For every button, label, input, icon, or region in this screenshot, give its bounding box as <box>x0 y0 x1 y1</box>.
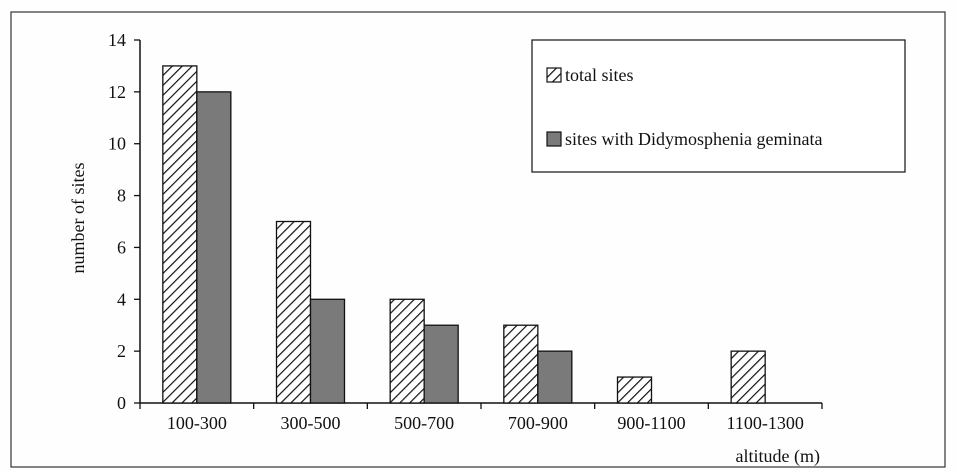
legend-swatch-didymosphenia <box>546 131 562 147</box>
y-tick-label: 4 <box>117 289 126 309</box>
y-tick-label: 0 <box>117 393 126 413</box>
legend-label-didymosphenia: sites with Didymosphenia geminata <box>565 129 822 149</box>
y-tick-label: 6 <box>117 237 126 257</box>
x-tick-label: 700-900 <box>508 413 568 433</box>
legend-label-total-sites: total sites <box>565 65 634 85</box>
figure-border <box>10 11 946 468</box>
x-tick-label: 500-700 <box>394 413 454 433</box>
legend-box <box>531 39 906 173</box>
bar-total-sites-100-300 <box>162 65 198 404</box>
bar-didymosphenia-500-700 <box>423 324 459 404</box>
y-tick-label: 14 <box>108 30 126 50</box>
y-axis-label: number of sites <box>68 163 88 274</box>
bar-didymosphenia-100-300 <box>196 91 232 404</box>
x-tick-label: 1100-1300 <box>727 413 804 433</box>
x-tick-label: 300-500 <box>281 413 341 433</box>
y-tick-label: 8 <box>117 186 126 206</box>
bar-didymosphenia-700-900 <box>537 350 573 404</box>
bars <box>162 65 766 404</box>
y-tick-label: 10 <box>108 134 126 154</box>
bar-total-sites-300-500 <box>275 220 312 404</box>
x-axis-label: altitude (m) <box>736 446 820 467</box>
y-ticks: 0 2 4 6 8 10 12 14 <box>108 30 140 413</box>
x-tick-label: 900-1100 <box>617 413 685 433</box>
legend: total sites sites with Didymosphenia gem… <box>531 39 906 173</box>
x-tick-label: 100-300 <box>167 413 227 433</box>
y-tick-label: 12 <box>108 82 126 102</box>
x-ticks: 100-300 300-500 500-700 700-900 900-1100 1100… <box>139 403 823 433</box>
bar-total-sites-500-700 <box>389 298 425 404</box>
bar-total-sites-700-900 <box>503 324 539 404</box>
bar-total-sites-1100-1300 <box>730 350 766 404</box>
bar-total-sites-900-1100 <box>616 376 653 404</box>
bar-didymosphenia-300-500 <box>309 298 346 404</box>
y-tick-label: 2 <box>117 341 126 361</box>
legend-swatch-total-sites <box>546 67 562 83</box>
